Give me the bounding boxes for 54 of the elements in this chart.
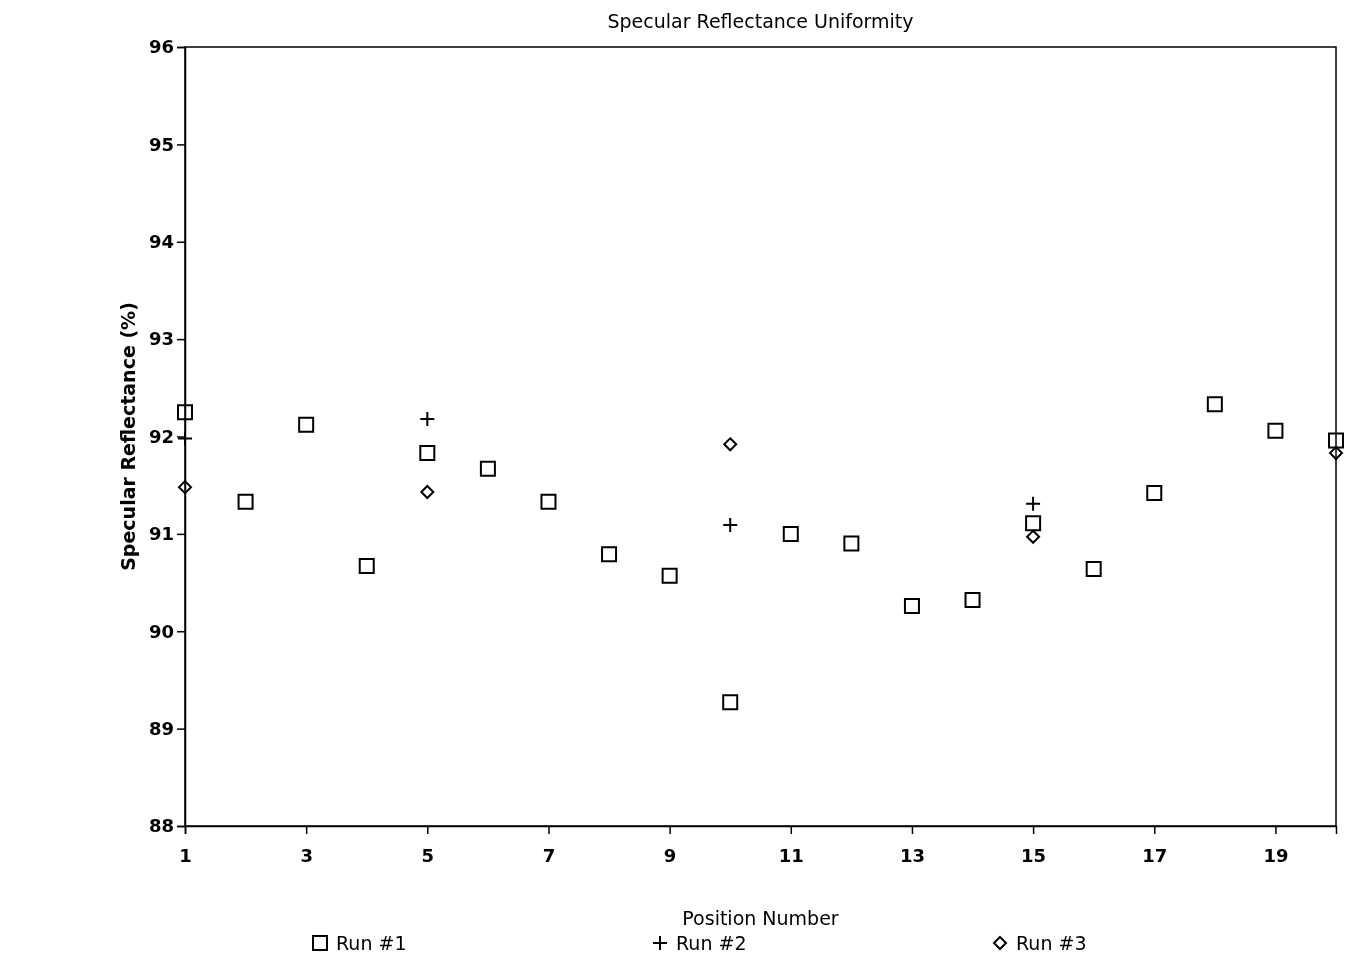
y-tick-label: 94	[148, 231, 174, 253]
x-tick-label: 5	[421, 845, 435, 867]
point	[237, 493, 254, 510]
point	[1146, 484, 1163, 501]
x-tick-label: 13	[899, 845, 925, 867]
y-tick-label: 91	[148, 523, 174, 545]
y-tick-label: 90	[148, 620, 174, 642]
y-tick-label: 96	[148, 36, 174, 58]
point	[419, 445, 436, 462]
point	[1085, 560, 1102, 577]
point	[1329, 446, 1343, 461]
point	[782, 525, 799, 542]
point	[903, 597, 920, 614]
point	[419, 410, 436, 427]
point	[1206, 396, 1223, 413]
x-tick-label: 11	[778, 845, 804, 867]
point	[540, 493, 557, 510]
point	[1025, 515, 1042, 532]
point	[843, 535, 860, 552]
point	[298, 416, 315, 433]
point	[358, 558, 375, 575]
y-tick-label: 89	[148, 717, 174, 739]
legend-label: Run #2	[676, 932, 747, 954]
legend-label: Run #3	[1016, 932, 1087, 954]
x-axis-title: Position Number	[682, 907, 839, 929]
point	[177, 404, 193, 421]
point	[479, 460, 496, 477]
point	[1025, 495, 1042, 512]
x-tick-label: 1	[179, 845, 192, 867]
x-tick-label: 17	[1142, 845, 1168, 867]
point	[1026, 529, 1041, 544]
x-tick-label: 9	[663, 845, 677, 867]
point	[178, 480, 192, 495]
y-axis-title: Specular Reflectance (%)	[117, 302, 139, 571]
point	[601, 546, 618, 563]
x-tick-label: 15	[1021, 845, 1047, 867]
point	[177, 430, 193, 447]
x-tick-label: 19	[1263, 845, 1289, 867]
point	[723, 437, 738, 452]
point	[1267, 422, 1284, 439]
y-tick-label: 88	[148, 815, 174, 837]
chart-title: Specular Reflectance Uniformity	[607, 10, 914, 32]
point	[964, 592, 981, 609]
point	[722, 694, 739, 711]
point	[661, 567, 678, 584]
y-tick-label: 95	[148, 133, 174, 155]
x-tick-label: 7	[542, 845, 556, 867]
point	[1328, 432, 1344, 449]
point	[722, 517, 739, 534]
legend-label: Run #1	[336, 932, 407, 954]
x-tick-label: 3	[300, 845, 313, 867]
point	[420, 485, 435, 499]
y-tick-label: 93	[148, 328, 174, 350]
y-tick-label: 92	[148, 425, 174, 447]
